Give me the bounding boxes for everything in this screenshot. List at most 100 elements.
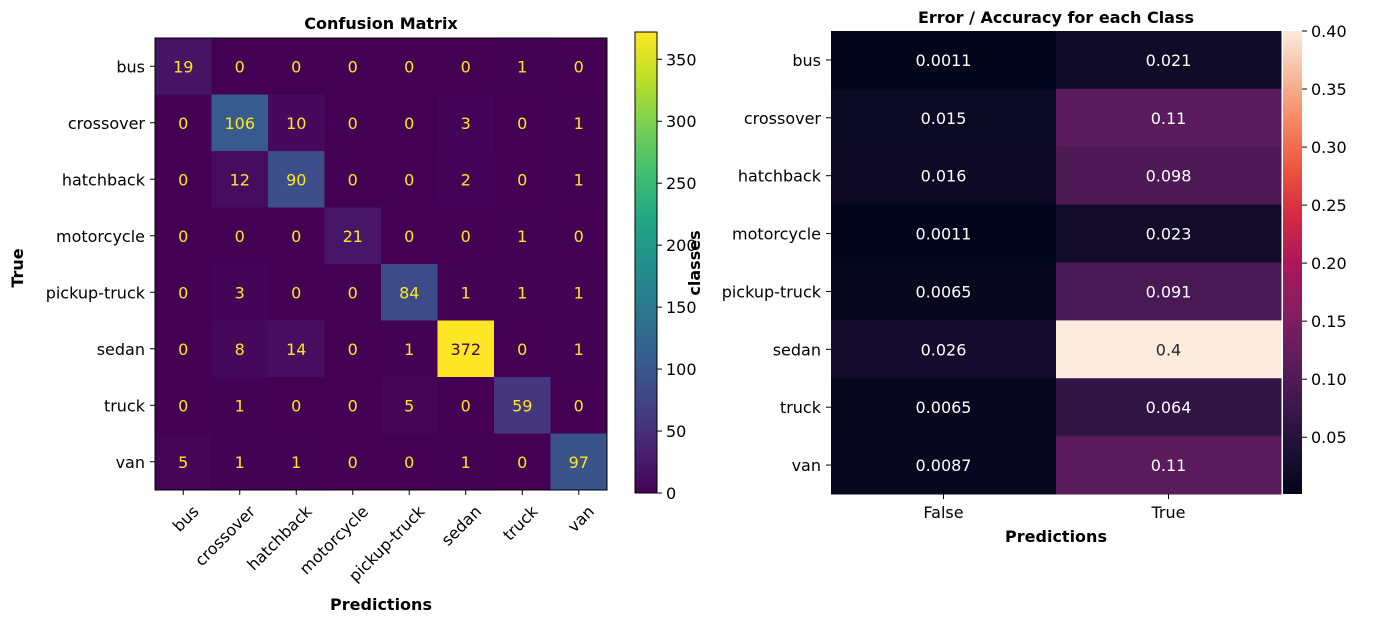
heatmap-cell	[268, 433, 325, 491]
y-tick-label: van	[792, 456, 821, 475]
cell-value-label: 0	[461, 57, 471, 76]
cell-value-label: 0	[404, 453, 414, 472]
heatmap-cell	[155, 38, 212, 95]
heatmap-cell	[550, 94, 608, 152]
cell-value-label: 1	[235, 396, 245, 415]
x-tick-label: bus	[169, 502, 203, 536]
heatmap-cell	[324, 264, 382, 321]
cell-value-label: 59	[512, 396, 532, 415]
y-tick-labels: bus crossover hatchback motorcycle pickup-tr…	[46, 57, 155, 472]
cell-value-label: 97	[569, 453, 589, 472]
cell-value-label: 1	[574, 340, 584, 359]
heatmap-cell	[381, 94, 438, 152]
heatmap-cell	[437, 38, 495, 95]
x-tick-label: sedan	[437, 502, 485, 550]
heatmap-cell	[155, 207, 212, 265]
cell-value-labels: 19 0 0 0 0 0 1 00 106 10 0 0 3 0 10 12 90 0 0 2 0 10 0 0 21 0 0 1 00…	[173, 57, 589, 472]
heatmap-cell	[268, 377, 325, 434]
colorbar-tick-label: 0.20	[1311, 254, 1347, 273]
cell-value-label: 0.11	[1151, 456, 1187, 475]
cell-value-label: 0.026	[921, 340, 967, 359]
cell-value-label: 0	[291, 57, 301, 76]
cell-value-label: 1	[517, 57, 527, 76]
colorbar-tick-label: 0.15	[1311, 312, 1347, 331]
cell-value-label: 0.098	[1146, 167, 1192, 186]
cell-value-label: 0	[291, 396, 301, 415]
heatmap-cell	[494, 38, 551, 95]
heatmap-cell	[381, 320, 438, 378]
colorbar-tick-label: 350	[666, 50, 697, 69]
cell-value-label: 0	[574, 57, 584, 76]
heatmap-cell	[268, 264, 325, 321]
heatmap-cell	[155, 94, 212, 152]
chart-title: Confusion Matrix	[304, 14, 458, 33]
heatmap-cell	[324, 320, 382, 378]
cell-value-label: 0	[404, 114, 414, 133]
heatmap-cell	[381, 433, 438, 491]
heatmap-cell	[211, 94, 269, 152]
cell-value-label: 0	[291, 283, 301, 302]
cell-value-label: 0.0087	[916, 456, 972, 475]
heatmap-cell	[155, 377, 212, 434]
heatmap-cell	[1056, 262, 1282, 321]
colorbar-tick-label: 300	[666, 112, 697, 131]
heatmap-cell	[1056, 88, 1282, 148]
y-tick-label: crossover	[68, 114, 146, 133]
y-tick-label: motorcycle	[56, 227, 145, 246]
heatmap-cell	[550, 38, 608, 95]
cell-value-label: 0.4	[1156, 340, 1181, 359]
heatmap-cell	[211, 377, 269, 434]
cell-value-label: 90	[286, 170, 306, 189]
heatmap-cell	[1056, 146, 1282, 206]
x-tick-label: False	[923, 503, 963, 522]
cell-value-label: 1	[235, 453, 245, 472]
cell-value-label: 372	[450, 340, 481, 359]
cell-value-label: 1	[291, 453, 301, 472]
colorbar-tick-label: 0.40	[1311, 22, 1347, 41]
y-tick-label: pickup-truck	[722, 282, 822, 301]
cell-value-label: 0	[517, 114, 527, 133]
colorbar-ticks: 0 50 100 150 200 250 300 350	[657, 50, 697, 503]
y-tick-label: sedan	[97, 340, 145, 359]
cell-value-label: 2	[461, 170, 471, 189]
heatmap-cell	[211, 433, 269, 491]
colorbar-tick-label: 0.25	[1311, 196, 1347, 215]
y-tick-label: truck	[780, 398, 822, 417]
heatmap-cell	[1056, 31, 1282, 90]
cell-value-label: 12	[230, 170, 250, 189]
cell-value-label: 0	[348, 453, 358, 472]
cell-value-label: 0	[178, 114, 188, 133]
cell-value-label: 0	[461, 227, 471, 246]
colorbar-label: classes	[685, 230, 704, 295]
cell-value-label: 0	[291, 227, 301, 246]
colorbar-tick-label: 0.35	[1311, 80, 1347, 99]
heatmap-cell	[831, 320, 1057, 379]
cell-value-label: 19	[173, 57, 193, 76]
heatmap-cell	[1056, 436, 1282, 495]
heatmap-cell	[494, 433, 551, 491]
x-tick-label: True	[1151, 503, 1186, 522]
y-tick-label: van	[116, 453, 145, 472]
cell-value-label: 0	[404, 227, 414, 246]
cell-value-label: 1	[517, 227, 527, 246]
colorbar-ticks: 0.05 0.10 0.15 0.20 0.25 0.30 0.35 0.40	[1302, 22, 1347, 447]
heatmap-cell	[211, 38, 269, 95]
x-tick-labels: buscrossoverhatchbackmotorcyclepickup-tr…	[169, 490, 598, 586]
heatmap-cell	[155, 320, 212, 378]
x-tick-label: van	[564, 502, 598, 536]
colorbar-tick-label: 0.05	[1311, 428, 1347, 447]
heatmap-cell	[381, 38, 438, 95]
heatmap-cell	[381, 264, 438, 321]
cell-value-label: 0.0011	[916, 51, 972, 70]
plot-frame	[154, 37, 608, 491]
heatmap-cell	[550, 207, 608, 265]
cell-value-label: 106	[224, 114, 255, 133]
cell-value-label: 0	[178, 396, 188, 415]
heatmap-cell	[550, 320, 608, 378]
heatmap-cell	[494, 151, 551, 208]
cell-value-label: 0	[574, 396, 584, 415]
y-tick-label: hatchback	[738, 167, 822, 186]
cell-value-label: 0	[348, 57, 358, 76]
cell-value-label: 14	[286, 340, 306, 359]
